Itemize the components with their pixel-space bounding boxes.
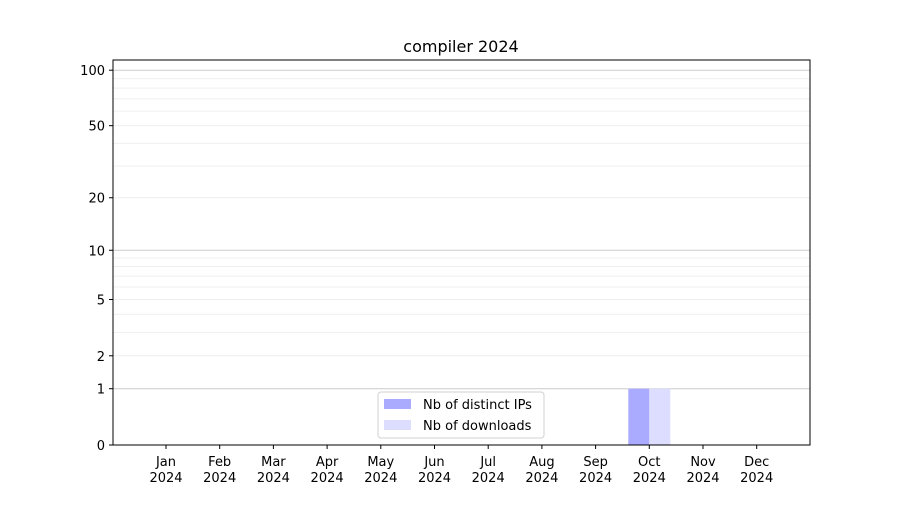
x-tick-label-month: Aug [529, 455, 554, 470]
legend-box [377, 391, 545, 439]
y-tick-label: 2 [97, 350, 105, 365]
x-tick-label-month: Mar [261, 455, 286, 470]
x-tick-label-month: Oct [638, 455, 660, 470]
y-tick-label: 100 [80, 64, 105, 79]
x-tick-label-year: 2024 [633, 471, 666, 486]
x-tick-label-year: 2024 [364, 471, 397, 486]
chart-title: compiler 2024 [403, 37, 518, 56]
x-tick-label-year: 2024 [686, 471, 719, 486]
x-tick-label-month: Jun [423, 455, 444, 470]
plot-frame [112, 59, 811, 446]
x-tick-label-month: Apr [316, 455, 339, 470]
x-tick-label-month: May [367, 455, 394, 470]
y-tick-label: 20 [88, 192, 105, 207]
x-tick-label-month: Jul [479, 455, 496, 470]
legend-swatch [384, 420, 411, 430]
x-tick-label-year: 2024 [257, 471, 290, 486]
x-tick-label-year: 2024 [311, 471, 344, 486]
x-tick-label-year: 2024 [740, 471, 773, 486]
x-tick-label-year: 2024 [418, 471, 451, 486]
bar-downloads [649, 388, 671, 445]
legend-label: Nb of downloads [423, 419, 532, 434]
x-tick-label-month: Feb [208, 455, 231, 470]
x-tick-label-year: 2024 [149, 471, 182, 486]
y-tick-label: 50 [88, 120, 105, 135]
y-tick-label: 5 [97, 293, 105, 308]
x-tick-label-month: Jan [155, 455, 176, 470]
x-tick-label-month: Dec [744, 455, 769, 470]
y-tick-label: 10 [88, 244, 105, 259]
x-tick-label-month: Sep [583, 455, 608, 470]
legend-label: Nb of distinct IPs [423, 398, 532, 413]
y-tick-label: 0 [97, 439, 105, 454]
x-tick-label-year: 2024 [472, 471, 505, 486]
legend-swatch [384, 399, 411, 409]
legend: Nb of distinct IPs Nb of downloads [377, 391, 545, 439]
x-tick-label-year: 2024 [579, 471, 612, 486]
bar-distinct-ips [628, 388, 650, 445]
x-tick-label-month: Nov [690, 455, 716, 470]
y-tick-label: 1 [97, 383, 105, 398]
x-tick-label-year: 2024 [203, 471, 236, 486]
x-tick-label-year: 2024 [525, 471, 558, 486]
